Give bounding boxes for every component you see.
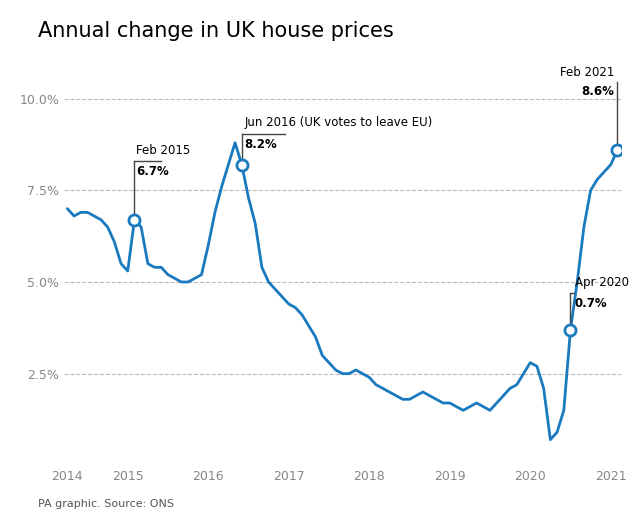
Text: Feb 2021: Feb 2021 <box>560 66 614 79</box>
Text: 8.6%: 8.6% <box>581 85 614 98</box>
Text: 0.7%: 0.7% <box>575 297 607 310</box>
Text: 6.7%: 6.7% <box>136 165 169 178</box>
Text: Jun 2016 (UK votes to leave EU): Jun 2016 (UK votes to leave EU) <box>244 116 433 129</box>
Text: Apr 2020: Apr 2020 <box>575 276 628 290</box>
Text: Feb 2015: Feb 2015 <box>136 144 191 157</box>
Text: PA graphic. Source: ONS: PA graphic. Source: ONS <box>38 499 174 509</box>
Text: Annual change in UK house prices: Annual change in UK house prices <box>38 21 394 41</box>
Text: 8.2%: 8.2% <box>244 138 277 151</box>
